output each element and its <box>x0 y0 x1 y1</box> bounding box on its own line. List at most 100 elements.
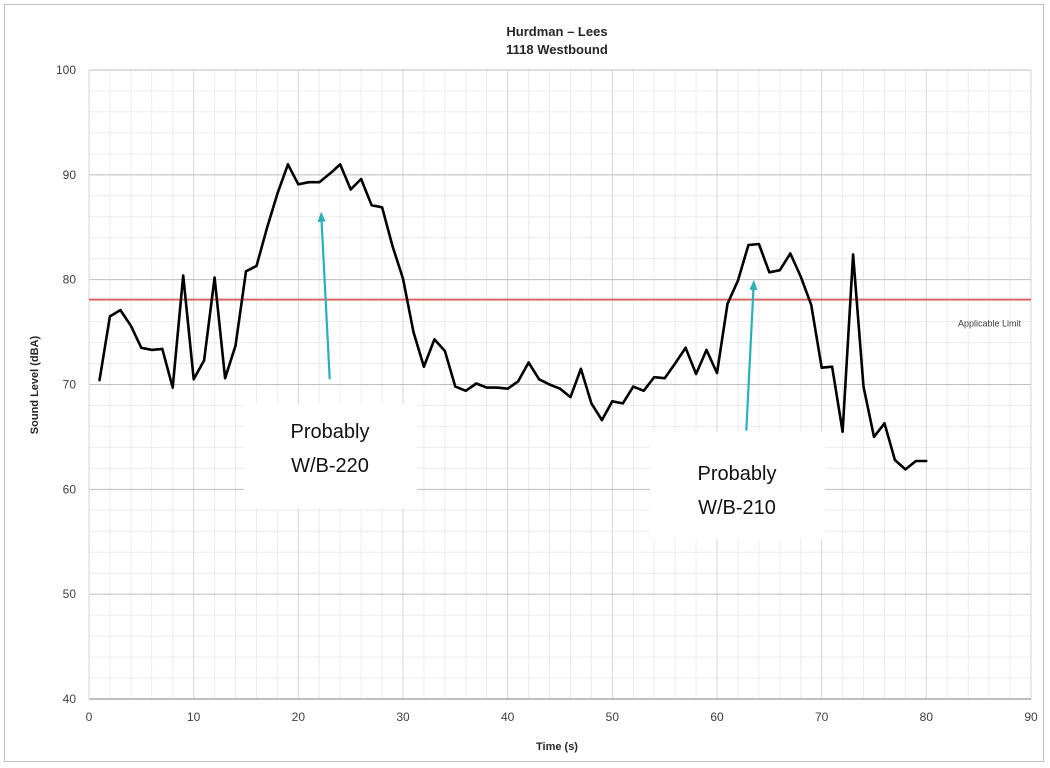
callout-box <box>650 432 825 539</box>
series-point <box>506 387 509 390</box>
series-point <box>485 386 488 389</box>
callout-line-2: W/B-210 <box>698 497 776 519</box>
callout-line-2: W/B-220 <box>291 455 369 477</box>
series-point <box>726 302 729 305</box>
series-point <box>558 387 562 390</box>
series-point <box>108 315 112 318</box>
series-point <box>768 271 771 274</box>
series-point <box>830 365 834 368</box>
x-tick-label: 60 <box>710 710 724 724</box>
y-tick-label: 80 <box>63 273 77 287</box>
callout-line-1: Probably <box>698 463 777 485</box>
series-point <box>339 163 342 166</box>
series-point <box>872 435 876 439</box>
series-point <box>349 188 352 191</box>
series-point <box>171 386 174 389</box>
series-point <box>276 192 279 195</box>
series-point <box>119 308 122 312</box>
applicable-limit-label: Applicable Limit <box>958 319 1022 329</box>
series-point <box>129 324 133 327</box>
series-point <box>244 270 248 273</box>
series-point <box>464 389 467 392</box>
y-tick-label: 70 <box>63 378 77 392</box>
sound-level-series-points <box>98 163 928 471</box>
series-point <box>213 276 216 279</box>
series-point <box>370 204 373 207</box>
series-point <box>611 400 614 403</box>
series-point <box>862 385 865 388</box>
series-point <box>359 177 363 181</box>
x-tick-label: 30 <box>396 710 410 724</box>
callout-box <box>244 404 417 508</box>
series-point <box>684 346 687 350</box>
series-point <box>810 303 813 307</box>
series-point <box>422 365 426 368</box>
series-point <box>642 389 645 392</box>
series-point <box>307 180 310 184</box>
series-point <box>433 338 436 341</box>
series-point <box>318 180 321 184</box>
series-point <box>893 458 897 462</box>
series-point <box>412 330 415 334</box>
series-point <box>192 378 195 381</box>
series-point <box>297 183 300 186</box>
series-point <box>632 385 635 388</box>
series-point <box>443 349 447 353</box>
series-point <box>757 242 761 246</box>
series-point <box>286 163 290 166</box>
x-axis-label: Time (s) <box>536 741 578 753</box>
series-point <box>380 206 384 209</box>
series-point <box>841 430 844 433</box>
series-point <box>401 277 405 280</box>
sound-level-series-line <box>98 163 927 471</box>
series-point <box>328 172 331 175</box>
x-tick-label: 80 <box>920 710 934 724</box>
series-point <box>778 269 781 272</box>
series-point <box>569 395 572 399</box>
series-point <box>516 380 520 383</box>
callout-arrow <box>317 211 331 380</box>
series-point <box>234 344 237 347</box>
x-tick-label: 20 <box>292 710 306 724</box>
callout-wb-210: Probably W/B-210 <box>650 279 825 539</box>
series-point <box>789 252 792 255</box>
series-point <box>265 227 269 230</box>
series-point <box>663 377 666 380</box>
y-tick-label: 90 <box>63 168 77 182</box>
callout-line-1: Probably <box>291 421 370 443</box>
x-tick-label: 90 <box>1024 710 1038 724</box>
series-point <box>496 386 499 389</box>
series-point <box>851 253 855 256</box>
chart-subtitle: 1118 Westbound <box>506 42 608 57</box>
series-point <box>747 243 750 247</box>
series-point <box>715 371 719 375</box>
series-point <box>475 382 478 385</box>
series-point <box>255 264 258 268</box>
series-point <box>391 244 394 248</box>
series-point <box>537 378 541 381</box>
series-point <box>799 275 802 278</box>
series-point <box>883 422 886 425</box>
series-point <box>202 359 206 362</box>
y-tick-label: 50 <box>63 587 77 601</box>
series-point <box>454 385 457 388</box>
series-point <box>820 366 823 369</box>
x-tick-label: 50 <box>606 710 620 724</box>
series-point <box>140 346 143 350</box>
series-point <box>925 459 928 463</box>
series-point <box>527 361 530 364</box>
callout-arrow <box>745 279 758 431</box>
series-point <box>914 459 918 463</box>
y-tick-label: 40 <box>63 692 77 706</box>
series-point <box>621 402 624 405</box>
y-tick-label: 60 <box>63 482 77 496</box>
y-tick-label: 100 <box>56 63 76 77</box>
series-point <box>223 377 227 380</box>
series-point <box>736 279 740 282</box>
series-point <box>600 418 604 422</box>
series-point <box>548 383 551 386</box>
series-point <box>161 347 164 351</box>
x-axis-ticks: 0 10 20 30 40 50 60 70 80 90 <box>86 710 1038 724</box>
series-point <box>150 348 153 352</box>
